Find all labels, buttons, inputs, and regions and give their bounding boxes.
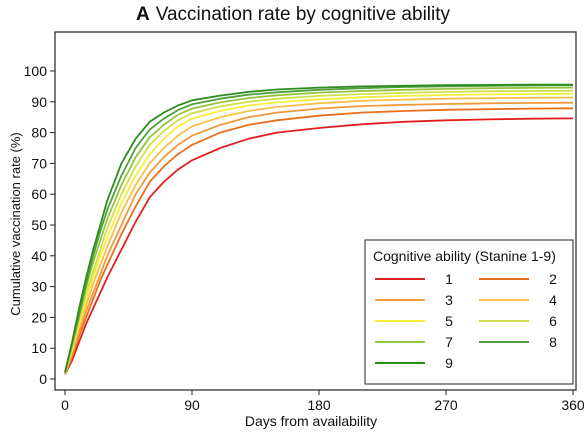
y-tick-label: 20: [31, 309, 47, 325]
y-tick-label: 40: [31, 248, 47, 264]
series-line-6: [64, 89, 574, 374]
series-line-9: [64, 83, 573, 373]
legend-label-6: 6: [549, 313, 557, 329]
legend-title: Cognitive ability (Stanine 1-9): [373, 248, 556, 264]
series-line-1: [64, 117, 574, 375]
chart-title-text: Vaccination rate by cognitive ability: [155, 4, 451, 25]
legend-label-5: 5: [445, 313, 453, 329]
y-tick-label: 50: [31, 217, 47, 233]
legend-label-2: 2: [549, 271, 557, 287]
series-line-8: [64, 84, 574, 373]
series-line-7: [64, 86, 574, 374]
plot-frame: [54, 31, 577, 391]
legend-box: [364, 239, 574, 385]
y-tick-label: 0: [39, 371, 47, 387]
panel-letter: A: [135, 4, 150, 25]
x-axis-label: Days from availability: [244, 413, 378, 429]
x-tick-label: 180: [307, 397, 331, 413]
series-line-5: [64, 92, 574, 374]
chart-title: A Vaccination rate by cognitive ability: [0, 4, 586, 26]
x-tick-label: 270: [434, 397, 458, 413]
series-line-3: [64, 101, 574, 375]
series-line-2: [64, 107, 574, 375]
legend-label-4: 4: [549, 292, 557, 308]
legend-label-8: 8: [549, 334, 557, 350]
x-tick-label: 90: [184, 397, 200, 413]
legend-label-7: 7: [445, 334, 453, 350]
legend-label-3: 3: [445, 292, 453, 308]
y-tick-label: 60: [31, 186, 47, 202]
legend-label-9: 9: [445, 355, 453, 371]
y-tick-label: 10: [31, 340, 47, 356]
y-tick-label: 70: [31, 155, 47, 171]
y-tick-label: 80: [31, 125, 47, 141]
series-line-4: [64, 96, 574, 374]
x-tick-label: 360: [561, 397, 585, 413]
x-tick-label: 0: [61, 397, 69, 413]
y-tick-label: 30: [31, 279, 47, 295]
y-tick-label: 90: [31, 94, 47, 110]
y-tick-label: 100: [24, 63, 48, 79]
legend-label-1: 1: [445, 271, 453, 287]
